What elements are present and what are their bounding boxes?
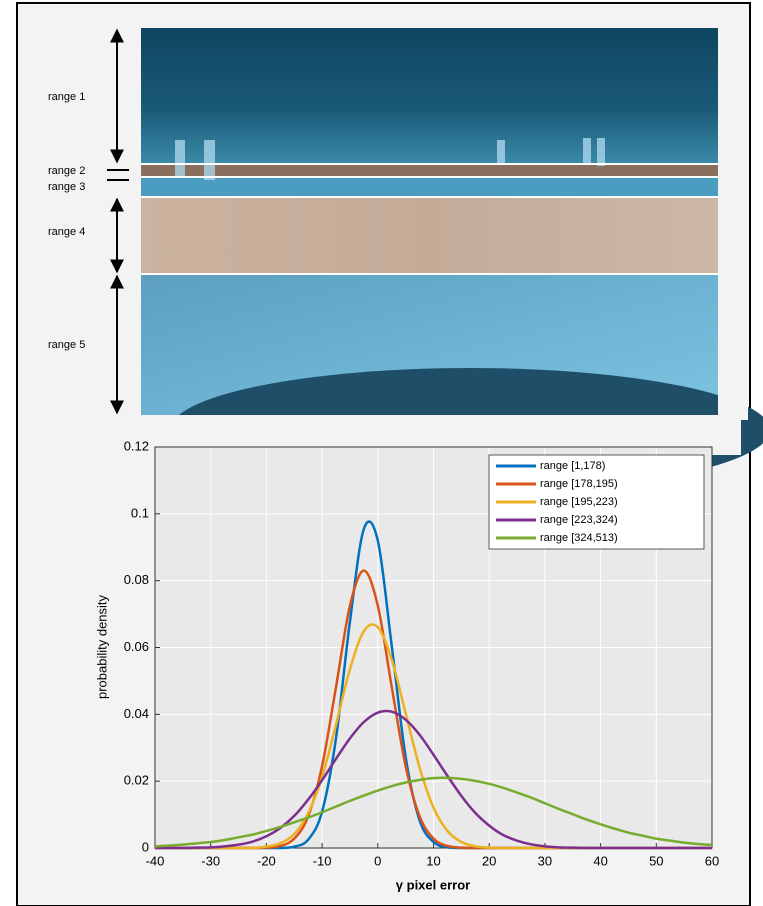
y-tick-label: 0.06 (124, 639, 149, 654)
x-tick-label: -10 (313, 853, 332, 868)
range-arrows (107, 28, 129, 415)
x-tick-label: -40 (146, 853, 165, 868)
axes-box (154, 446, 713, 849)
x-tick-label: 60 (705, 853, 719, 868)
y-tick-label: 0.1 (131, 505, 149, 520)
range-label: range 1 (48, 91, 85, 103)
y-tick-label: 0 (142, 839, 149, 854)
thermal-image (141, 28, 763, 492)
x-tick-label: 10 (426, 853, 440, 868)
y-tick-label: 0.08 (124, 572, 149, 587)
range-label: range 3 (48, 181, 85, 193)
y-axis-label: probability density (94, 594, 109, 699)
range-label: range 5 (48, 339, 85, 351)
x-tick-label: 0 (374, 853, 381, 868)
range-label: range 2 (48, 165, 85, 177)
x-tick-label: 50 (649, 853, 663, 868)
series-line (154, 776, 713, 848)
y-tick-label: 0.12 (124, 438, 149, 453)
legend-label: range [1,178) (540, 460, 605, 472)
x-axis-label: γ pixel error (396, 877, 470, 892)
x-tick-label: 30 (538, 853, 552, 868)
range-label: range 4 (48, 226, 85, 238)
chart: 0 0.02 0.04 0.06 0.08 0.1 0.12 -40 -30 -20 -10 0 10 2… (124, 438, 720, 868)
legend-label: range [195,223) (540, 496, 618, 508)
x-tick-label: 20 (482, 853, 496, 868)
legend-label: range [223,324) (540, 514, 618, 526)
series-line (155, 709, 712, 850)
x-tick-label: -20 (257, 853, 276, 868)
x-tick-label: 40 (593, 853, 607, 868)
y-tick-label: 0.04 (124, 706, 149, 721)
legend-label: range [324,513) (540, 532, 618, 544)
legend-label: range [178,195) (540, 478, 618, 490)
y-tick-label: 0.02 (124, 773, 149, 788)
x-tick-label: -30 (201, 853, 220, 868)
range-labels: range 1 range 2 range 3 range 4 range 5 (48, 91, 85, 351)
